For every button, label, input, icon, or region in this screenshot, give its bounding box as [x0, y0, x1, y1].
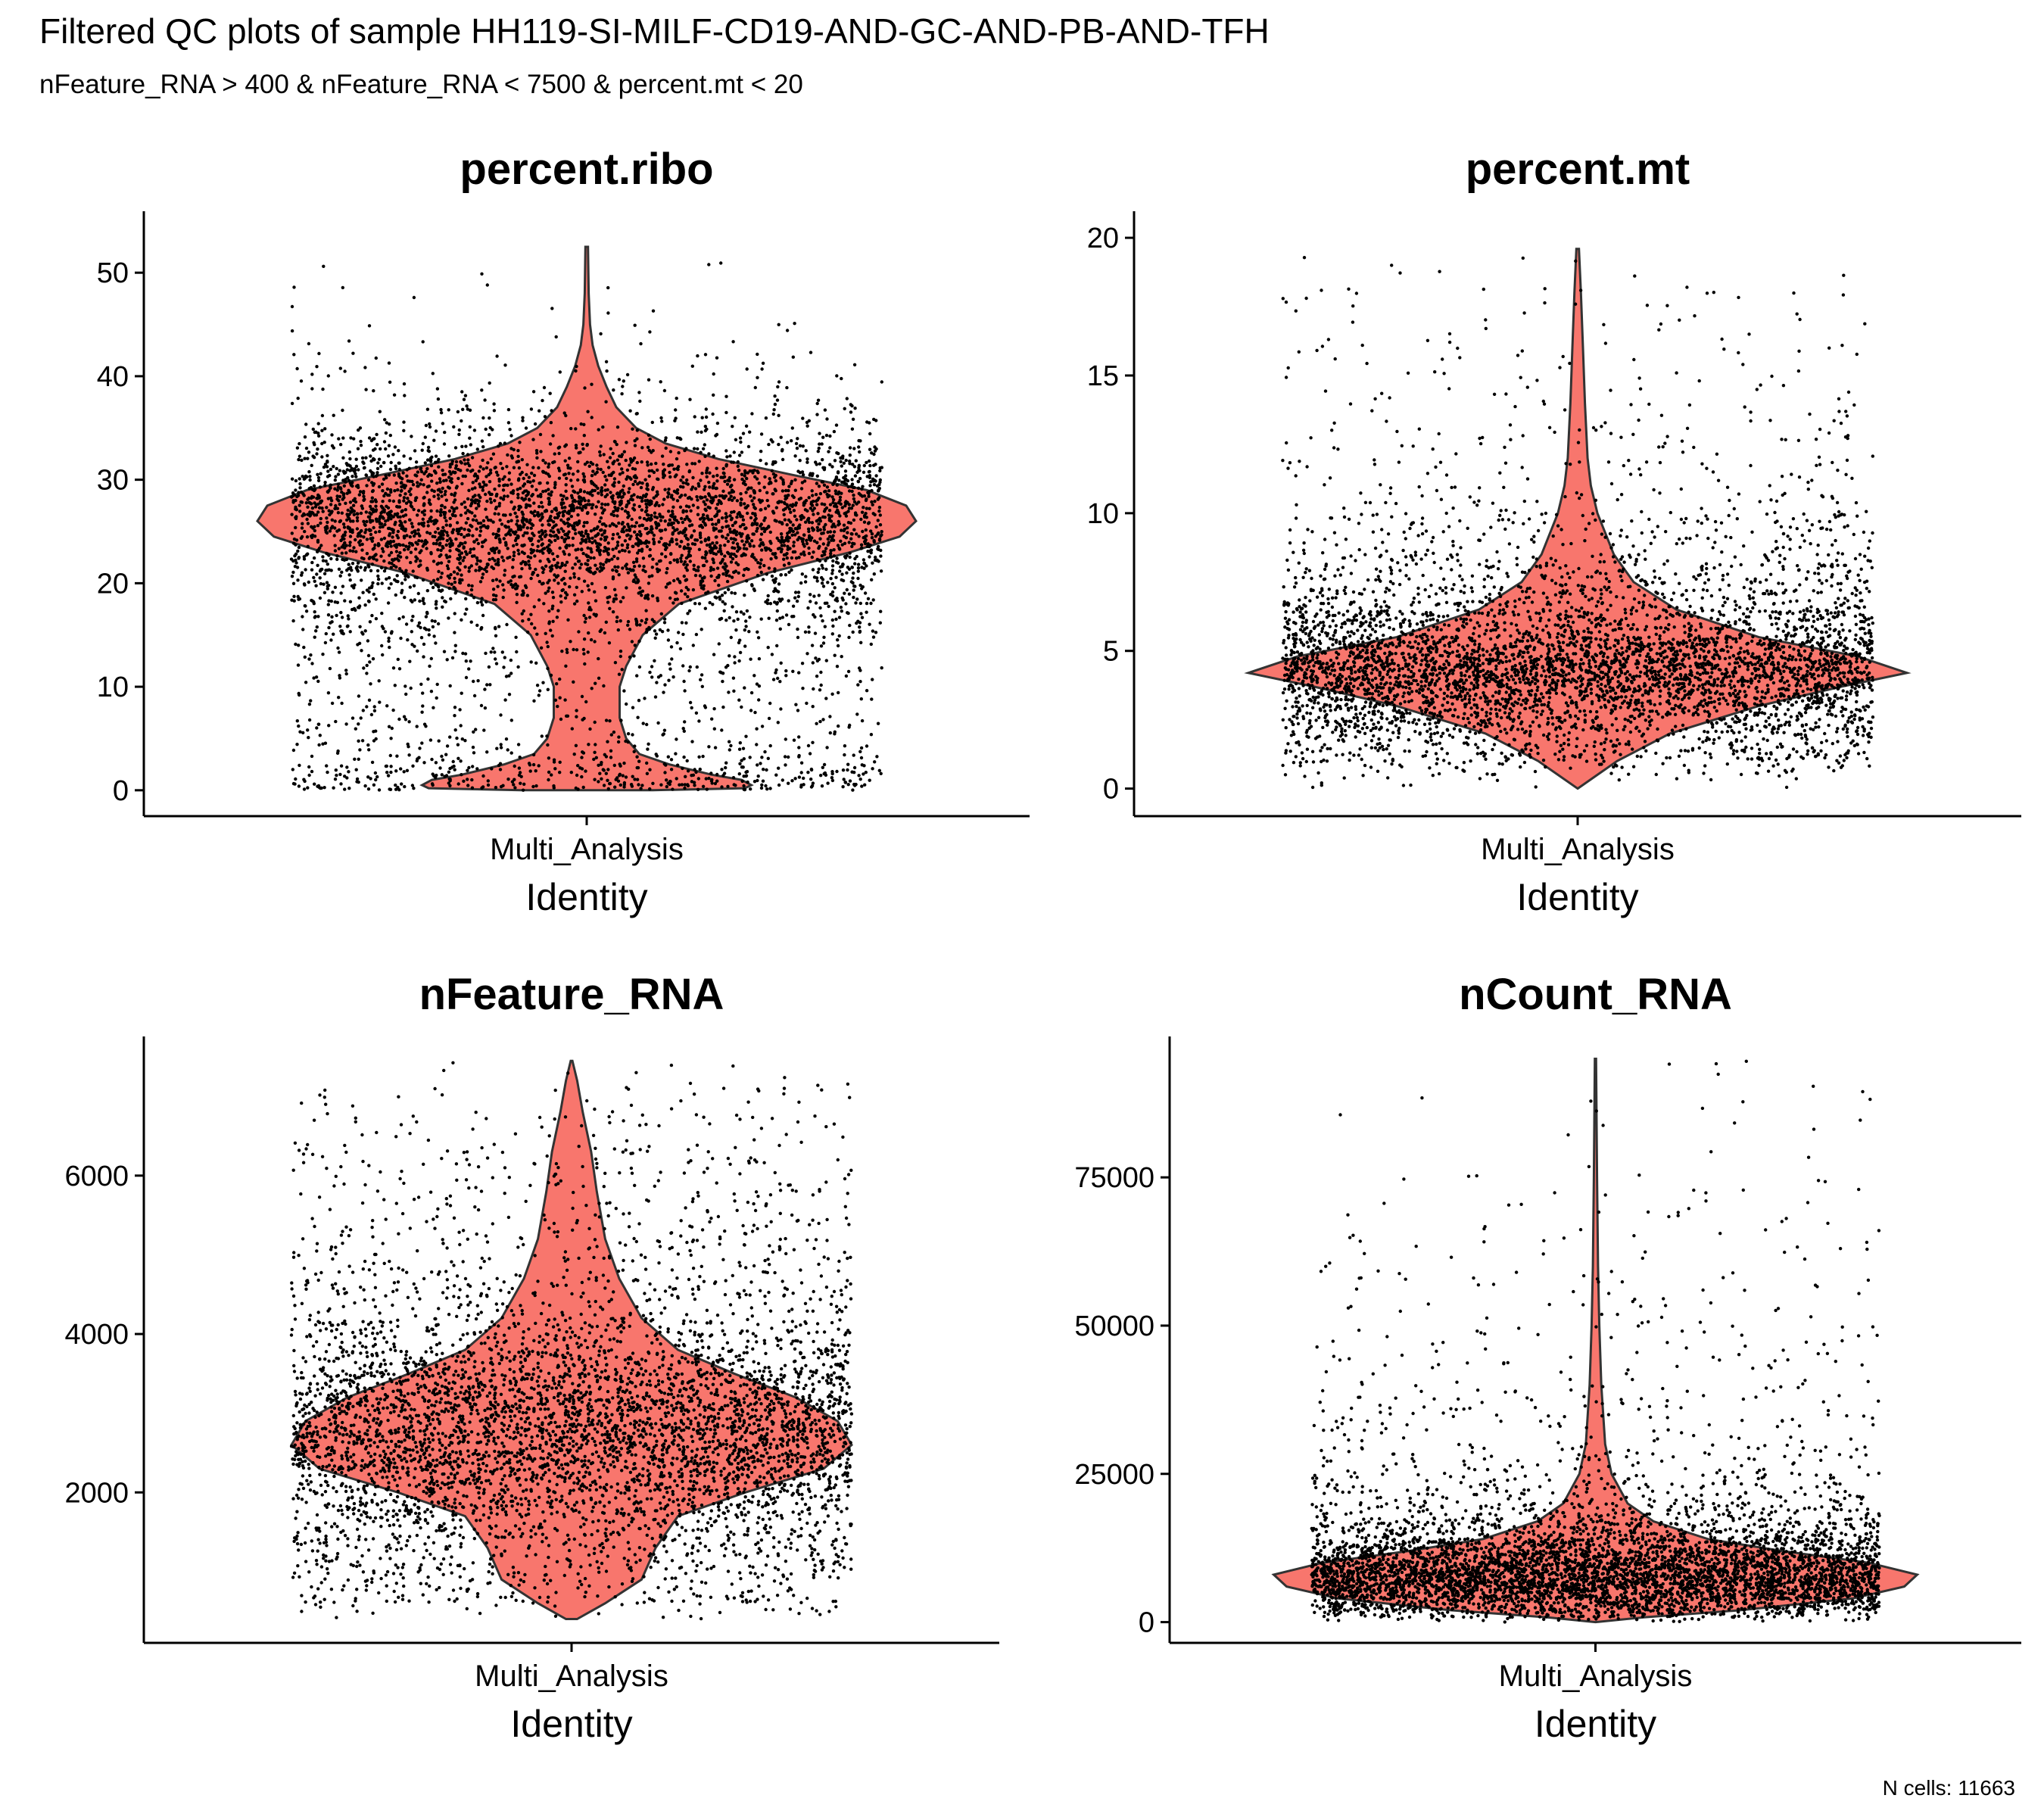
x-tick-label: Multi_Analysis: [1499, 1660, 1693, 1693]
x-axis-title: Identity: [1516, 876, 1638, 918]
violin-body: [1271, 1058, 1920, 1624]
y-tick-label: 10: [97, 672, 129, 703]
violin-body: [1244, 248, 1912, 790]
y-tick-label: 5: [1103, 636, 1119, 668]
y-tick-label: 6000: [64, 1161, 129, 1192]
cell-count-caption: N cells: 11663: [1883, 1776, 2015, 1800]
y-tick-label: 25000: [1074, 1459, 1154, 1491]
cell-points: [289, 1061, 854, 1621]
y-tick-label: 10: [1087, 498, 1119, 530]
x-tick-label: Multi_Analysis: [1481, 833, 1675, 866]
y-tick-label: 75000: [1074, 1162, 1154, 1194]
y-tick-label: 4000: [64, 1319, 129, 1351]
y-tick-label: 0: [1103, 774, 1119, 806]
y-tick-label: 15: [1087, 360, 1119, 392]
panel-title: nFeature_RNA: [419, 970, 724, 1019]
y-tick-label: 30: [97, 465, 129, 497]
figure-title: Filtered QC plots of sample HH119-SI-MIL…: [39, 11, 1270, 51]
cell-points: [289, 261, 884, 792]
y-tick-label: 0: [1139, 1607, 1154, 1639]
y-tick-label: 40: [97, 361, 129, 393]
cell-points: [1281, 256, 1875, 790]
figure-subtitle: nFeature_RNA > 400 & nFeature_RNA < 7500…: [39, 70, 803, 100]
y-tick-label: 2000: [64, 1477, 129, 1509]
cell-points: [1310, 1059, 1881, 1624]
x-tick-label: Multi_Analysis: [490, 833, 684, 866]
x-axis-title: Identity: [525, 876, 647, 918]
x-axis-title: Identity: [510, 1703, 632, 1745]
panel-title: percent.ribo: [460, 145, 713, 194]
y-tick-label: 20: [97, 568, 129, 600]
x-axis-title: Identity: [1535, 1703, 1656, 1745]
panel-title: nCount_RNA: [1459, 970, 1732, 1019]
y-tick-label: 50: [97, 257, 129, 289]
panel-title: percent.mt: [1466, 145, 1690, 194]
x-tick-label: Multi_Analysis: [475, 1660, 668, 1693]
y-tick-label: 50000: [1074, 1311, 1154, 1342]
y-tick-label: 0: [113, 775, 129, 807]
violin-body: [256, 245, 918, 792]
y-tick-label: 20: [1087, 223, 1119, 254]
